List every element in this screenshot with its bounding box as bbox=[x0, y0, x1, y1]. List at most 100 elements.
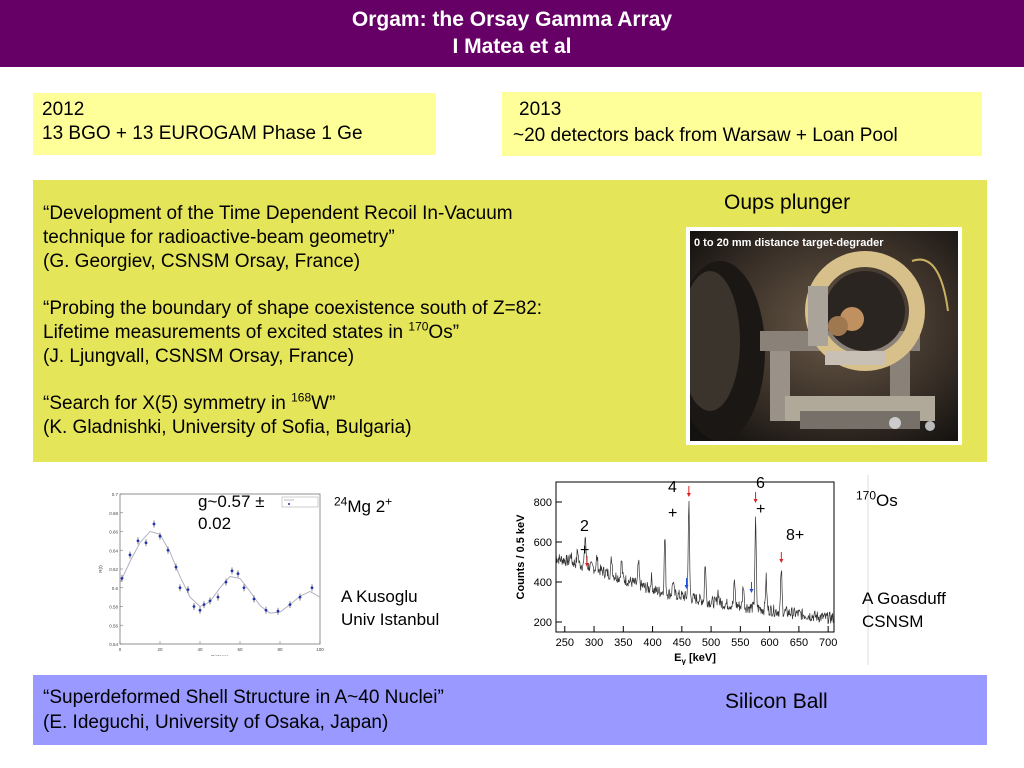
publication-3-line1-text: “Search for X(5) symmetry in bbox=[43, 393, 292, 414]
spectrum-peak-arrowhead bbox=[684, 585, 689, 589]
mg-data-point bbox=[192, 605, 196, 608]
mg-ytick-label: 0.68 bbox=[109, 511, 118, 516]
spectrum-level-label: 8+ bbox=[786, 527, 804, 544]
plunger-photo: 0 to 20 mm distance target-degrader bbox=[686, 227, 962, 445]
mg-ytick-label: 0.54 bbox=[109, 642, 118, 647]
publication-2-line2: Lifetime measurements of excited states … bbox=[43, 321, 542, 345]
mg-author-name: A Kusoglu bbox=[341, 587, 418, 606]
mg-data-point bbox=[202, 603, 206, 607]
mg-xtick-label: 80 bbox=[277, 647, 283, 652]
spectrum-ylabel: Counts / 0.5 keV bbox=[515, 514, 527, 600]
spectrum-level-label: 2 bbox=[580, 518, 589, 535]
os-element: Os bbox=[876, 491, 898, 510]
mg-ytick-label: 0.7 bbox=[112, 492, 119, 497]
publication-2-line1: “Probing the boundary of shape coexisten… bbox=[43, 298, 543, 319]
mg-data-point bbox=[120, 576, 124, 580]
os-author-name: A Goasduff bbox=[862, 589, 946, 608]
os-gamma-spectrum: 200 400 600 800 250 300 350 400 450 500 550 600 650 7… bbox=[515, 475, 869, 665]
mg-author: A Kusoglu Univ Istanbul bbox=[341, 585, 439, 631]
mg-lifetime-plot: 0.54 0.56 0.58 0.6 0.62 0.64 0.66 0.68 0.7 0 20 40 6… bbox=[98, 492, 324, 656]
mg-author-affiliation: Univ Istanbul bbox=[341, 610, 440, 629]
spectrum-level-label: 4 bbox=[668, 479, 677, 496]
spectrum-xlabel: Eγ [keV] bbox=[674, 652, 716, 665]
g-factor-line1: g~0.57 ± bbox=[198, 492, 265, 511]
spectrum-peak-arrowhead bbox=[749, 589, 754, 593]
box-2013-text: ~20 detectors back from Warsaw + Loan Po… bbox=[513, 125, 898, 146]
mg-ytick-label: 0.66 bbox=[109, 530, 118, 535]
mg-data-point bbox=[298, 595, 302, 599]
os-author-affiliation: CSNSM bbox=[862, 612, 924, 631]
spectrum-ytick-label: 600 bbox=[534, 537, 552, 549]
spectrum-peak-arrowhead bbox=[779, 559, 784, 563]
publication-3-mass-number: 168 bbox=[291, 390, 312, 405]
silicon-ball-publication: “Superdeformed Shell Structure in A~40 N… bbox=[43, 685, 444, 735]
os-nucleus-label: 170Os bbox=[856, 489, 898, 511]
spectrum-frame bbox=[555, 481, 835, 633]
box-2013: 2013 ~20 detectors back from Warsaw + Lo… bbox=[502, 92, 982, 156]
mg-parity: + bbox=[385, 494, 393, 509]
silicon-ball-pub-author: (E. Ideguchi, University of Osaka, Japan… bbox=[43, 712, 389, 733]
publication-2-line2-text: Lifetime measurements of excited states … bbox=[43, 322, 409, 343]
spectrum-xtick-label: 300 bbox=[585, 637, 603, 649]
box-2012-year: 2012 bbox=[42, 99, 85, 120]
spectrum-xtick-label: 400 bbox=[643, 637, 661, 649]
spectrum-ytick-label: 400 bbox=[534, 577, 552, 589]
mg-data-point bbox=[310, 586, 314, 590]
publication-3-line2: (K. Gladnishki, University of Sofia, Bul… bbox=[43, 417, 412, 438]
mg-legend-box bbox=[281, 496, 319, 508]
publication-2: “Probing the boundary of shape coexisten… bbox=[43, 297, 542, 369]
mg-data-point bbox=[230, 569, 234, 573]
publication-1-line1: “Development of the Time Dependent Recoi… bbox=[43, 203, 513, 224]
publication-1: “Development of the Time Dependent Recoi… bbox=[43, 202, 513, 274]
mg-ytick-label: 0.62 bbox=[109, 567, 118, 572]
spectrum-peak-arrowhead bbox=[686, 493, 691, 497]
spectrum-ytick-label: 800 bbox=[534, 497, 552, 509]
box-2012-text: 13 BGO + 13 EUROGAM Phase 1 Ge bbox=[42, 123, 363, 144]
title-banner: Orgam: the Orsay Gamma Array I Matea et … bbox=[0, 0, 1024, 67]
mg-state: Mg 2 bbox=[347, 497, 386, 516]
mg-data-point bbox=[178, 586, 182, 590]
mg-data-point bbox=[224, 580, 228, 584]
publication-2-line3: (J. Ljungvall, CSNSM Orsay, France) bbox=[43, 346, 355, 367]
mg-data-point bbox=[144, 541, 148, 545]
spectrum-xtick-label: 550 bbox=[731, 637, 749, 649]
spectrum-xtick-label: 700 bbox=[819, 637, 837, 649]
mg-data-point bbox=[166, 548, 170, 552]
spectrum-xtick-label: 500 bbox=[702, 637, 720, 649]
spectrum-peak-arrowhead bbox=[585, 563, 590, 567]
g-factor-line2: 0.02 bbox=[198, 514, 232, 533]
mg-data-point bbox=[174, 565, 178, 569]
spectrum-peak-arrowhead bbox=[753, 499, 758, 503]
mg-xtick-label: 20 bbox=[157, 647, 163, 652]
mg-data-point bbox=[264, 608, 268, 612]
spectrum-xtick-label: 350 bbox=[614, 637, 632, 649]
spectrum-level-label: + bbox=[668, 505, 677, 522]
mg-data-point bbox=[252, 597, 256, 601]
mg-xlabel: Distance bbox=[211, 654, 229, 656]
mg-xtick-label: 40 bbox=[197, 647, 203, 652]
publication-3-line1-end: W” bbox=[311, 393, 336, 414]
mg-xtick-label: 60 bbox=[237, 647, 243, 652]
mg-plot-frame bbox=[119, 493, 321, 645]
mg-ylabel: R(t) bbox=[98, 565, 103, 573]
os-author: A Goasduff CSNSM bbox=[862, 587, 946, 633]
mg-xtick-label: 0 bbox=[119, 647, 122, 652]
plunger-photo-drawing bbox=[690, 231, 958, 441]
spectrum-trace bbox=[555, 500, 834, 625]
mg-nucleus-label: 24Mg 2+ bbox=[334, 494, 393, 517]
silicon-ball-label: Silicon Ball bbox=[725, 690, 828, 713]
mg-data-point bbox=[152, 522, 156, 526]
mg-data-point bbox=[128, 553, 132, 557]
mg-mass-number: 24 bbox=[334, 494, 348, 509]
g-factor-value: g~0.57 ± 0.02 bbox=[198, 491, 308, 535]
mg-ytick-label: 0.58 bbox=[109, 605, 118, 610]
mg-fit-curve bbox=[119, 530, 321, 614]
silicon-ball-pub-title: “Superdeformed Shell Structure in A~40 N… bbox=[43, 687, 444, 708]
box-2012: 2012 13 BGO + 13 EUROGAM Phase 1 Ge bbox=[33, 93, 436, 155]
mg-data-point bbox=[236, 572, 240, 576]
publication-1-line3: (G. Georgiev, CSNSM Orsay, France) bbox=[43, 251, 361, 272]
mg-legend-point-swatch bbox=[288, 503, 290, 505]
mg-ytick-label: 0.56 bbox=[109, 623, 118, 628]
mg-xtick-label: 100 bbox=[316, 647, 324, 652]
spectrum-level-label: + bbox=[580, 542, 589, 559]
